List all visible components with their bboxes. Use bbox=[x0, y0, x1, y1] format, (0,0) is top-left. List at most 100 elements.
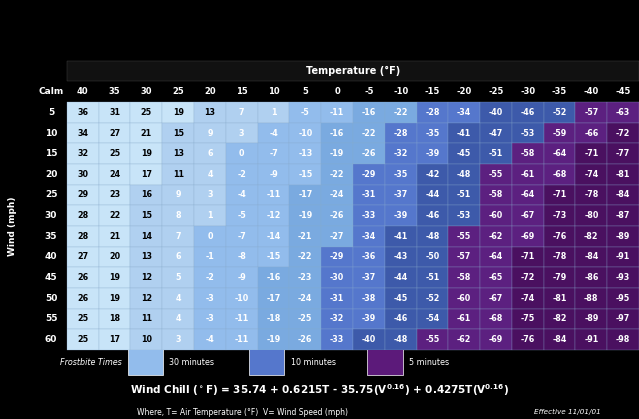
Text: -91: -91 bbox=[616, 252, 630, 261]
Text: -44: -44 bbox=[394, 273, 408, 282]
Text: -68: -68 bbox=[552, 170, 567, 179]
Bar bbox=[98, 308, 130, 329]
Bar bbox=[130, 164, 162, 185]
Text: -51: -51 bbox=[489, 149, 503, 158]
Text: -51: -51 bbox=[457, 191, 472, 199]
Bar bbox=[321, 329, 353, 350]
Text: -55: -55 bbox=[489, 170, 503, 179]
Bar bbox=[162, 288, 194, 308]
Bar bbox=[162, 205, 194, 226]
Bar bbox=[67, 329, 98, 350]
Text: -27: -27 bbox=[330, 232, 344, 241]
Bar bbox=[289, 267, 321, 288]
Bar bbox=[353, 185, 385, 205]
Text: 1: 1 bbox=[271, 108, 276, 117]
Text: -45: -45 bbox=[394, 294, 408, 303]
Bar bbox=[480, 102, 512, 123]
Text: -78: -78 bbox=[584, 191, 599, 199]
Bar bbox=[353, 308, 385, 329]
Bar bbox=[385, 329, 417, 350]
Bar bbox=[544, 164, 576, 185]
Text: -34: -34 bbox=[362, 232, 376, 241]
Text: -37: -37 bbox=[394, 191, 408, 199]
Bar bbox=[226, 288, 258, 308]
Bar bbox=[576, 205, 607, 226]
Bar bbox=[258, 164, 289, 185]
Text: -2: -2 bbox=[206, 273, 214, 282]
Bar bbox=[289, 226, 321, 247]
Text: -22: -22 bbox=[298, 252, 312, 261]
Bar bbox=[128, 349, 163, 375]
Text: -10: -10 bbox=[235, 294, 249, 303]
Text: -12: -12 bbox=[266, 211, 281, 220]
Text: 32: 32 bbox=[77, 149, 88, 158]
Text: -67: -67 bbox=[489, 294, 503, 303]
Bar bbox=[480, 247, 512, 267]
Text: -31: -31 bbox=[330, 294, 344, 303]
Bar bbox=[512, 288, 544, 308]
Bar bbox=[607, 267, 639, 288]
Text: -32: -32 bbox=[394, 149, 408, 158]
Text: -38: -38 bbox=[362, 294, 376, 303]
Bar bbox=[130, 123, 162, 143]
Text: 5 minutes: 5 minutes bbox=[409, 358, 449, 367]
Bar bbox=[289, 205, 321, 226]
Text: -19: -19 bbox=[298, 211, 312, 220]
Bar bbox=[385, 143, 417, 164]
Text: -78: -78 bbox=[552, 252, 567, 261]
Text: 34: 34 bbox=[77, 129, 88, 137]
Text: -39: -39 bbox=[426, 149, 440, 158]
Text: 60: 60 bbox=[45, 335, 58, 344]
Text: 25: 25 bbox=[173, 87, 184, 96]
Text: -57: -57 bbox=[584, 108, 599, 117]
Text: -76: -76 bbox=[553, 232, 567, 241]
Bar bbox=[385, 288, 417, 308]
Text: 9: 9 bbox=[207, 129, 213, 137]
Bar bbox=[130, 267, 162, 288]
Bar bbox=[449, 205, 480, 226]
Text: -28: -28 bbox=[425, 108, 440, 117]
Text: -11: -11 bbox=[266, 191, 281, 199]
Text: -89: -89 bbox=[584, 314, 599, 323]
Bar bbox=[194, 288, 226, 308]
Bar bbox=[98, 205, 130, 226]
Bar bbox=[576, 288, 607, 308]
Bar bbox=[449, 164, 480, 185]
Text: -2: -2 bbox=[237, 170, 246, 179]
Text: -48: -48 bbox=[457, 170, 472, 179]
Bar bbox=[289, 308, 321, 329]
Text: -95: -95 bbox=[616, 294, 630, 303]
Text: 25: 25 bbox=[109, 149, 120, 158]
Text: 25: 25 bbox=[77, 314, 88, 323]
Text: 0: 0 bbox=[334, 87, 340, 96]
Bar bbox=[321, 288, 353, 308]
Bar bbox=[417, 164, 449, 185]
Text: -86: -86 bbox=[584, 273, 599, 282]
Bar bbox=[258, 102, 289, 123]
Text: -77: -77 bbox=[616, 149, 630, 158]
Text: -84: -84 bbox=[552, 335, 567, 344]
Bar bbox=[544, 123, 576, 143]
Text: -84: -84 bbox=[616, 191, 630, 199]
Bar bbox=[226, 308, 258, 329]
Text: -64: -64 bbox=[521, 191, 535, 199]
Text: 15: 15 bbox=[236, 87, 247, 96]
Bar bbox=[512, 123, 544, 143]
Text: -11: -11 bbox=[235, 335, 249, 344]
Bar bbox=[67, 288, 98, 308]
Bar bbox=[130, 308, 162, 329]
Bar bbox=[67, 205, 98, 226]
Bar bbox=[449, 267, 480, 288]
Bar bbox=[98, 164, 130, 185]
Bar bbox=[417, 143, 449, 164]
Bar bbox=[130, 288, 162, 308]
Text: -61: -61 bbox=[521, 170, 535, 179]
Text: -11: -11 bbox=[330, 108, 344, 117]
Bar bbox=[417, 267, 449, 288]
Bar bbox=[480, 329, 512, 350]
Text: 23: 23 bbox=[109, 191, 120, 199]
Bar bbox=[480, 123, 512, 143]
Bar bbox=[162, 185, 194, 205]
Bar bbox=[162, 329, 194, 350]
Bar bbox=[385, 102, 417, 123]
